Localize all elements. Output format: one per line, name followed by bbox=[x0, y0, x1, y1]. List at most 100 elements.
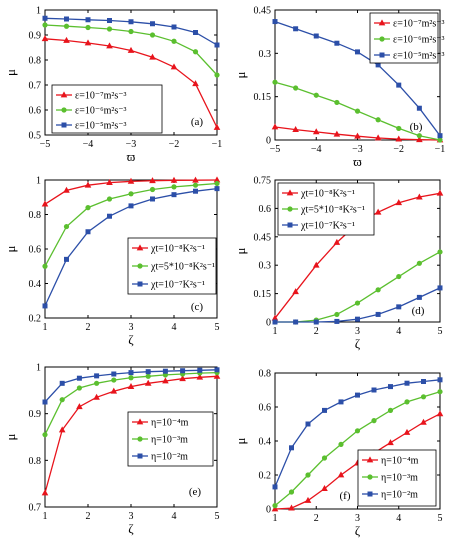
panel-label: (d) bbox=[412, 305, 425, 317]
legend-entry: η=10⁻²m bbox=[381, 490, 418, 501]
data-point bbox=[85, 24, 91, 31]
legend-marker bbox=[286, 189, 294, 196]
data-point bbox=[128, 28, 134, 35]
x-tick-label: −4 bbox=[311, 144, 322, 155]
legend-marker bbox=[61, 122, 67, 128]
legend-entry: χt=5*10⁻⁸K²s⁻¹ bbox=[150, 262, 215, 273]
legend-entry: η=10⁻⁴m bbox=[381, 456, 419, 467]
x-tick-label: 5 bbox=[215, 511, 220, 522]
series-blue bbox=[272, 285, 443, 325]
legend-marker bbox=[137, 453, 143, 459]
legend-marker bbox=[367, 491, 373, 497]
chart-a: −5 −4 −3 −2 −1 0.5 0.6 0.7 0.8 0.9 1 ϖ μ (a) ε=10⁻⁷m²s… bbox=[3, 6, 222, 165]
x-tick-label: −1 bbox=[212, 139, 223, 150]
x-axis-label: ζ bbox=[355, 336, 361, 351]
data-point bbox=[214, 186, 220, 192]
data-point bbox=[180, 368, 186, 374]
y-tick-label: 0.2 bbox=[259, 471, 272, 482]
data-point bbox=[42, 15, 48, 21]
chart-c: 1 2 3 4 5 0.2 0.4 0.6 0.8 1 ζ μ (c) χt=10⁻⁸K²s⁻¹ χt=5*… bbox=[3, 176, 221, 347]
y-tick-label: 0.6 bbox=[29, 245, 42, 256]
legend: ε=10⁻⁷m²s⁻³ ε=10⁻⁶m²s⁻³ ε=10⁻⁵m²s⁻³ bbox=[369, 12, 445, 64]
data-point bbox=[84, 181, 92, 188]
y-axis-label: μ bbox=[233, 437, 248, 444]
data-point bbox=[288, 489, 295, 495]
data-point bbox=[144, 379, 152, 386]
y-tick-label: 0.4 bbox=[29, 279, 42, 290]
data-point bbox=[214, 367, 220, 373]
data-point bbox=[304, 496, 312, 503]
data-point bbox=[404, 380, 410, 386]
y-tick-label: 0.15 bbox=[254, 289, 272, 300]
data-point bbox=[371, 418, 377, 424]
legend-marker bbox=[287, 222, 293, 228]
y-tick-label: 0.8 bbox=[29, 210, 42, 221]
panel-label: (a) bbox=[191, 116, 204, 128]
y-axis-label: μ bbox=[3, 433, 18, 440]
data-point bbox=[213, 176, 221, 183]
x-tick-label: −3 bbox=[352, 144, 363, 155]
data-point bbox=[106, 42, 113, 49]
data-point bbox=[128, 203, 134, 209]
data-point bbox=[106, 178, 113, 185]
data-point bbox=[128, 191, 134, 197]
data-point bbox=[387, 439, 394, 446]
x-axis-label: ζ bbox=[128, 332, 134, 347]
data-point bbox=[396, 273, 402, 280]
legend-entry: χt=10⁻⁷K²s⁻¹ bbox=[150, 280, 205, 291]
data-point bbox=[396, 82, 402, 88]
x-tick-label: −1 bbox=[435, 144, 446, 155]
data-point bbox=[41, 35, 49, 42]
data-point bbox=[292, 288, 299, 295]
data-point bbox=[403, 428, 411, 435]
data-point bbox=[64, 256, 69, 262]
data-point bbox=[371, 387, 377, 393]
data-point bbox=[333, 130, 341, 137]
panel-label: (b) bbox=[410, 121, 423, 133]
y-tick-label: 0.3 bbox=[259, 49, 272, 60]
data-point bbox=[375, 62, 381, 68]
series-green bbox=[272, 389, 443, 509]
data-point bbox=[436, 410, 444, 417]
data-point bbox=[214, 180, 220, 187]
data-point bbox=[334, 99, 340, 106]
data-point bbox=[334, 40, 340, 46]
data-point bbox=[312, 261, 320, 268]
data-point bbox=[42, 263, 48, 269]
data-point bbox=[76, 385, 82, 391]
data-point bbox=[437, 137, 443, 143]
y-tick-label: 1 bbox=[36, 6, 41, 17]
data-point bbox=[110, 387, 118, 394]
legend: η=10⁻⁴m η=10⁻³m η=10⁻²m bbox=[127, 411, 214, 467]
x-tick-label: −3 bbox=[126, 139, 137, 150]
legend: χt=10⁻⁸K²s⁻¹ χt=5*10⁻⁸K²s⁻¹ χt=10⁻⁷K²s⁻¹ bbox=[277, 182, 375, 236]
data-point bbox=[387, 407, 394, 413]
y-tick-label: 0.5 bbox=[29, 131, 42, 142]
legend-entry: ε=10⁻⁷m²s⁻³ bbox=[75, 91, 127, 102]
data-point bbox=[374, 208, 382, 215]
y-tick-label: 0.9 bbox=[29, 31, 42, 42]
data-point bbox=[272, 19, 278, 25]
legend-marker bbox=[378, 19, 386, 26]
y-tick-label: 0.7 bbox=[29, 81, 42, 92]
x-tick-label: 3 bbox=[129, 511, 134, 522]
data-point bbox=[63, 223, 70, 230]
y-tick-label: 0.6 bbox=[259, 204, 272, 215]
data-point bbox=[193, 188, 198, 194]
legend-marker bbox=[60, 91, 68, 98]
chart-b: −5 −4 −3 −2 −100.150.30.45ϖμ(b)ε=10⁻⁷m²s⁻³ε=… bbox=[233, 6, 445, 170]
data-point bbox=[150, 21, 155, 27]
data-point bbox=[192, 80, 199, 87]
data-point bbox=[375, 311, 381, 317]
x-axis-label: ζ bbox=[128, 521, 134, 536]
data-point bbox=[213, 372, 221, 379]
y-tick-label: 0 bbox=[266, 505, 271, 516]
data-point bbox=[288, 504, 295, 511]
data-point bbox=[354, 108, 361, 114]
data-point bbox=[196, 373, 204, 380]
panel-label: (f) bbox=[340, 490, 351, 502]
y-axis-label: μ bbox=[3, 245, 18, 252]
data-point bbox=[271, 314, 279, 321]
data-point bbox=[145, 369, 151, 375]
x-tick-label: 2 bbox=[314, 326, 319, 337]
